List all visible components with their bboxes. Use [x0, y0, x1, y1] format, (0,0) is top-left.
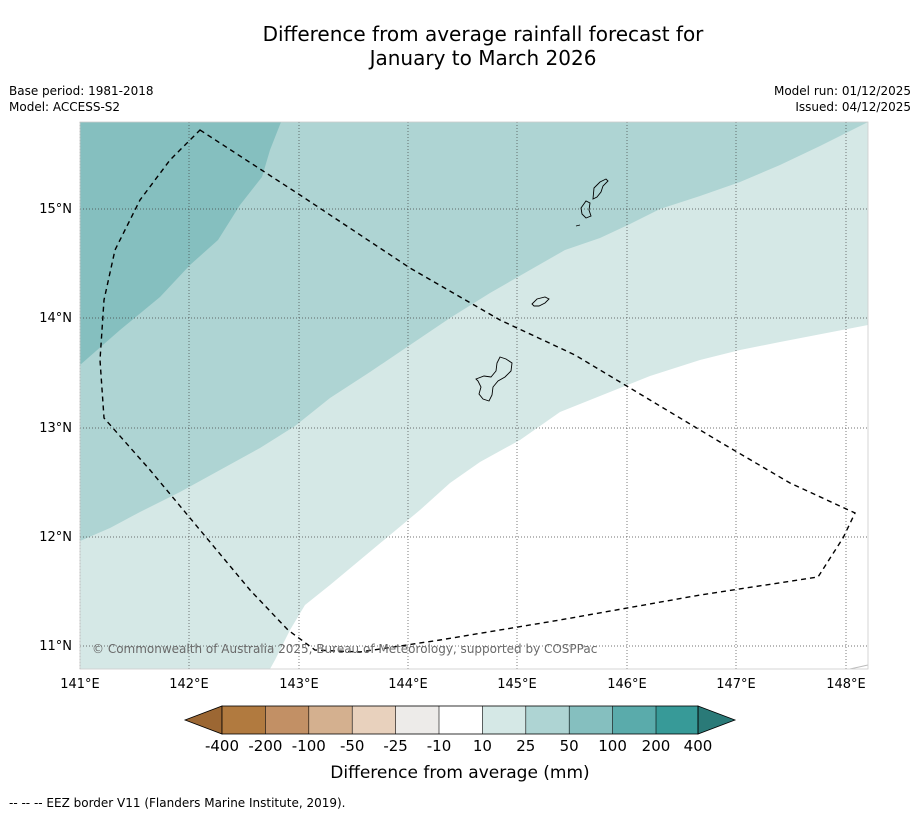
island-guam	[475, 356, 513, 402]
colorbar-segment	[222, 706, 266, 734]
colorbar-tick: 200	[642, 737, 671, 755]
colorbar-tick: 400	[684, 737, 713, 755]
map-area	[80, 122, 868, 669]
colorbar-segment	[569, 706, 613, 734]
title-line-1: Difference from average rainfall forecas…	[262, 22, 704, 46]
meta-left: Base period: 1981-2018 Model: ACCESS-S2	[9, 83, 154, 115]
colorbar-segment	[656, 706, 698, 734]
copyright-text: © Commonwealth of Australia 2025, Bureau…	[92, 642, 597, 656]
title-line-2: January to March 2026	[369, 46, 597, 70]
model-run: Model run: 01/12/2025	[773, 84, 911, 98]
colorbar-low-extend	[183, 705, 223, 735]
latitude-tick-labels: 15°N 14°N 13°N 12°N 11°N	[39, 202, 72, 654]
lat-label: 11°N	[39, 639, 72, 654]
island-rota	[531, 296, 550, 307]
colorbar-tick: 50	[560, 737, 579, 755]
lat-label: 14°N	[39, 311, 72, 326]
lat-label: 13°N	[39, 421, 72, 436]
colorbar-tick: 25	[516, 737, 535, 755]
lon-label: 141°E	[60, 677, 100, 692]
meta-right: Model run: 01/12/2025 Issued: 04/12/2025	[774, 83, 911, 115]
chart-title: Difference from average rainfall forecas…	[0, 22, 919, 70]
lon-label: 144°E	[388, 677, 428, 692]
island-saipan	[592, 178, 609, 200]
island-aguijan	[575, 224, 581, 227]
colorbar-tick: 100	[598, 737, 627, 755]
rainfall-band-50-100	[80, 122, 281, 365]
colorbar-segment	[352, 706, 396, 734]
colorbar-high-extend	[697, 705, 737, 735]
colorbar-segment	[525, 706, 570, 734]
colorbar-tick: -50	[340, 737, 365, 755]
rainfall-band-25-50	[80, 122, 868, 541]
islands	[475, 178, 609, 402]
colorbar-tick: -200	[248, 737, 282, 755]
colorbar-segment	[395, 706, 439, 734]
lon-label: 147°E	[716, 677, 756, 692]
colorbar-frame	[221, 705, 699, 735]
colorbar-tick: -400	[205, 737, 239, 755]
map-frame	[79, 121, 869, 670]
colorbar-segment	[612, 706, 656, 734]
eez-footnote: -- -- -- EEZ border V11 (Flanders Marine…	[9, 796, 346, 810]
colorbar-tick-labels: -400 -200 -100 -50 -25 -10 10 25 50 100 …	[205, 737, 712, 755]
island-tinian	[580, 200, 592, 219]
lat-label: 12°N	[39, 530, 72, 545]
base-period: Base period: 1981-2018	[9, 84, 154, 98]
colorbar-tick: 10	[473, 737, 492, 755]
colorbar-tick: -100	[292, 737, 326, 755]
lon-label: 148°E	[826, 677, 866, 692]
colorbar-dividers	[265, 706, 657, 734]
eez-border	[99, 129, 856, 653]
colorbar-segment	[482, 706, 526, 734]
lon-label: 145°E	[497, 677, 537, 692]
colorbar-tick: -25	[383, 737, 408, 755]
colorbar-segment	[439, 706, 483, 734]
lon-label: 146°E	[607, 677, 647, 692]
lon-label: 143°E	[279, 677, 319, 692]
colorbar-axis-label: Difference from average (mm)	[330, 763, 589, 783]
longitude-tick-labels: 141°E 142°E 143°E 144°E 145°E 146°E 147°…	[60, 677, 866, 692]
colorbar-segment	[265, 706, 309, 734]
corner-contour	[849, 664, 868, 669]
issued-date: Issued: 04/12/2025	[795, 100, 911, 114]
model-name: Model: ACCESS-S2	[9, 100, 121, 114]
lon-label: 142°E	[169, 677, 209, 692]
colorbar: -400 -200 -100 -50 -25 -10 10 25 50 100 …	[183, 705, 737, 783]
colorbar-segment	[308, 706, 353, 734]
lat-label: 15°N	[39, 202, 72, 217]
colorbar-tick: -10	[427, 737, 452, 755]
